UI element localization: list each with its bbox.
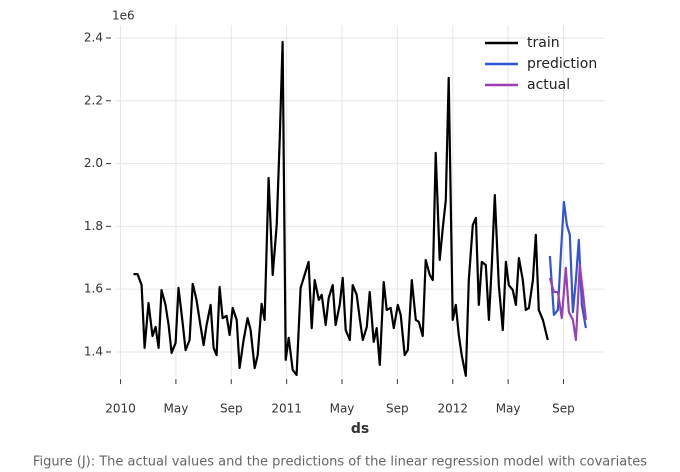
series-line bbox=[548, 263, 587, 342]
x-tick-label: 2010 bbox=[105, 402, 136, 416]
x-tick-label: May bbox=[163, 402, 188, 416]
x-tick-label: Sep bbox=[220, 402, 243, 416]
x-axis-label: ds bbox=[351, 421, 369, 437]
legend-label: prediction bbox=[527, 56, 597, 72]
y-offset-label: 1e6 bbox=[112, 9, 135, 23]
y-tick-label: 2.2 bbox=[84, 93, 103, 107]
y-tick-label: 2.0 bbox=[84, 156, 103, 170]
y-tick-label: 2.4 bbox=[84, 30, 103, 44]
y-tick-label: 1.8 bbox=[84, 219, 103, 233]
x-tick-label: Sep bbox=[386, 402, 409, 416]
x-tick-label: May bbox=[330, 402, 355, 416]
caption: Figure (J): The actual values and the pr… bbox=[33, 455, 647, 470]
x-tick-label: May bbox=[496, 402, 521, 416]
series-line bbox=[133, 40, 549, 377]
y-tick-label: 1.6 bbox=[84, 282, 103, 296]
x-tick-label: 2011 bbox=[271, 402, 302, 416]
y-tick-label: 1.4 bbox=[84, 344, 103, 358]
legend-label: actual bbox=[527, 77, 570, 93]
series-line bbox=[548, 200, 587, 329]
x-tick-label: Sep bbox=[552, 402, 575, 416]
legend-label: train bbox=[527, 35, 560, 51]
x-tick-label: 2012 bbox=[437, 402, 468, 416]
